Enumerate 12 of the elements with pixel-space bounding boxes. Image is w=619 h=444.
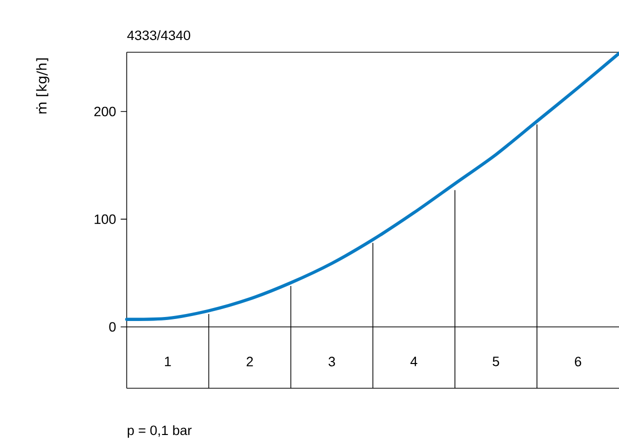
x-tick-label: 4: [410, 356, 418, 366]
x-tick-label: 6: [574, 356, 582, 366]
x-tick-label: 1: [165, 356, 171, 366]
y-axis-title: ṁ [kg/h]: [36, 58, 50, 114]
x-axis-title: p = 0,1 bar: [128, 425, 192, 438]
x-tick-label: 5: [492, 356, 500, 366]
y-tick-label: 200: [94, 106, 116, 116]
chart-title: 4333/4340: [127, 30, 190, 40]
y-tick-label: 0: [109, 322, 116, 332]
x-tick-label: 3: [328, 356, 335, 366]
x-tick-label: 2: [246, 356, 253, 366]
y-tick-label: 100: [94, 214, 116, 224]
